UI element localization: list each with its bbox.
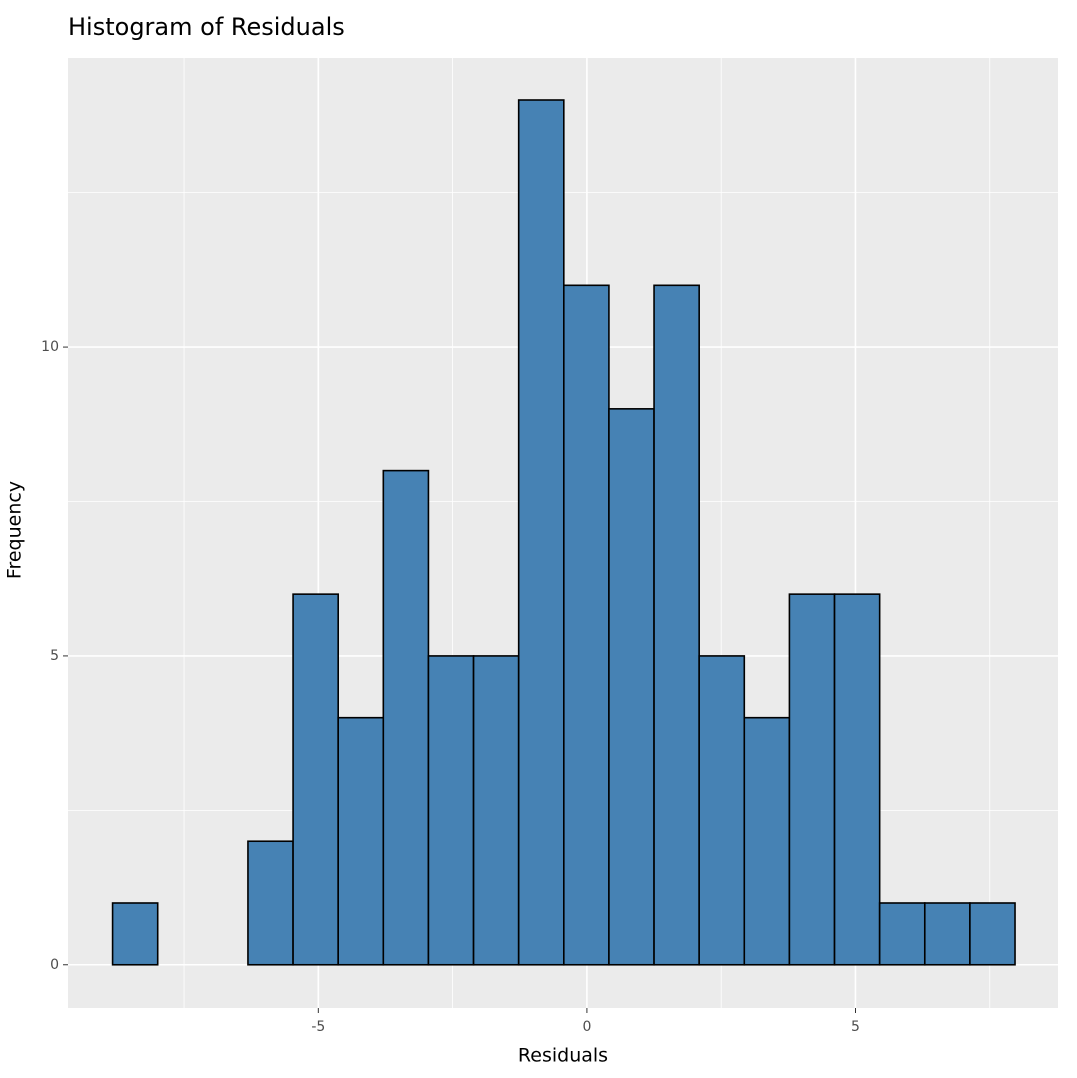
- x-tick-label: 0: [582, 1019, 591, 1035]
- x-tick-label: 5: [851, 1019, 860, 1035]
- bar: [247, 840, 294, 966]
- x-tick-label: -5: [311, 1019, 325, 1035]
- bar: [382, 469, 430, 966]
- y-tick-label: 10: [41, 339, 59, 355]
- bar: [608, 408, 655, 966]
- bar: [111, 902, 159, 966]
- bar: [517, 99, 565, 966]
- y-axis-title: Frequency: [4, 481, 26, 579]
- chart-title: Histogram of Residuals: [68, 13, 345, 41]
- bar: [653, 284, 700, 966]
- bar: [923, 902, 971, 966]
- y-tick-label: 0: [50, 957, 59, 973]
- bar: [788, 593, 836, 966]
- bar: [472, 655, 520, 966]
- bar: [878, 902, 926, 966]
- y-tick-label: 5: [50, 648, 59, 664]
- bar: [563, 284, 610, 966]
- bar: [427, 655, 475, 966]
- bar: [337, 716, 385, 966]
- bar: [698, 655, 746, 966]
- bar: [743, 716, 791, 966]
- x-axis-title: Residuals: [518, 1045, 608, 1067]
- bar: [969, 902, 1016, 966]
- bar: [292, 593, 339, 966]
- bar: [833, 593, 881, 966]
